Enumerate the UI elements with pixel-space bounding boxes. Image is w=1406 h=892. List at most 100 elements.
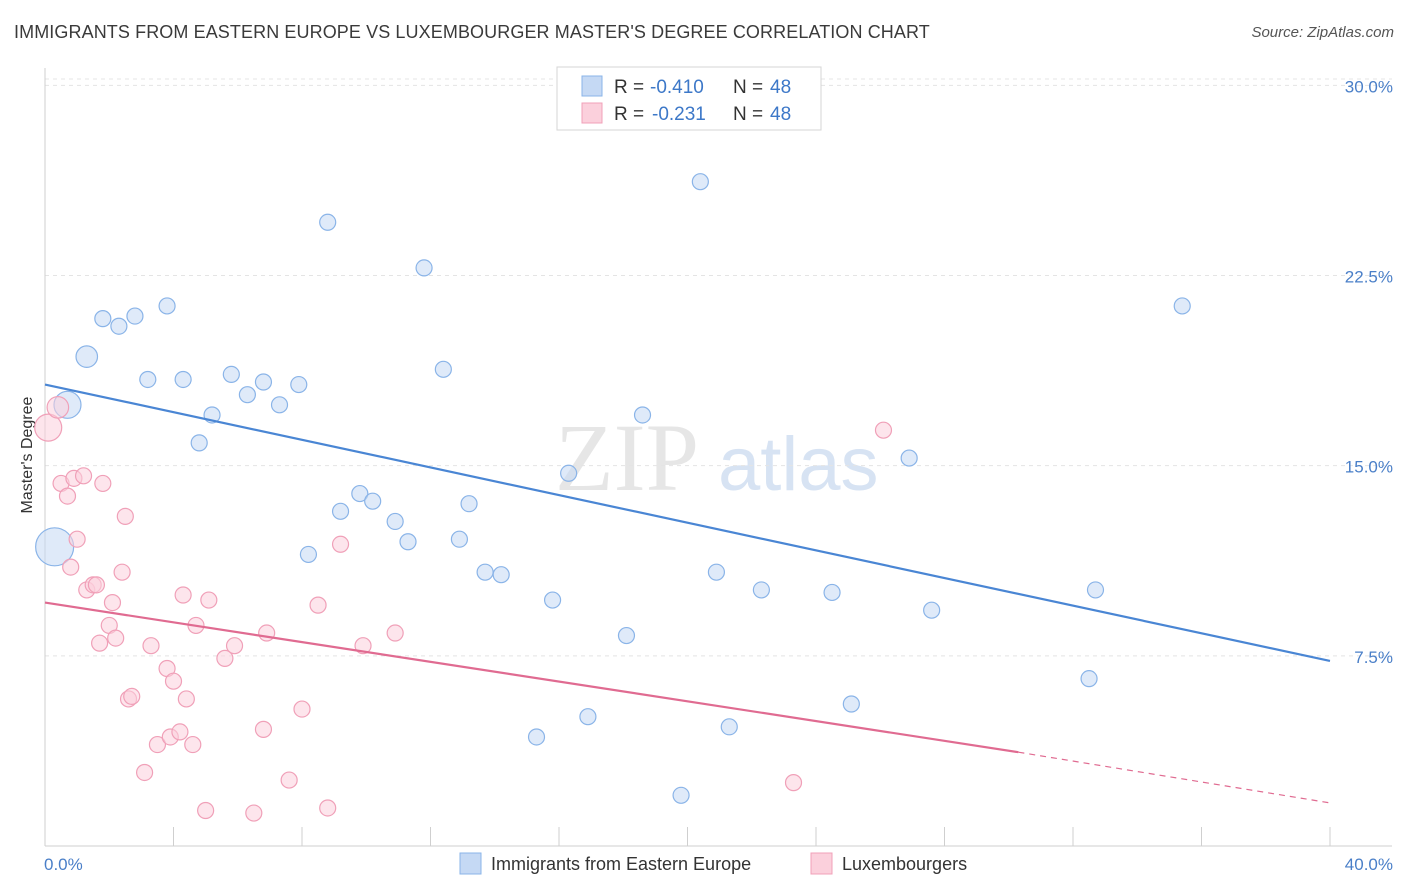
point-eastern-europe xyxy=(579,708,597,726)
point-eastern-europe xyxy=(270,396,289,414)
point-luxembourgers xyxy=(148,735,167,754)
stats-n-value-blue: 48 xyxy=(770,77,791,98)
point-eastern-europe xyxy=(364,492,382,510)
point-luxembourgers xyxy=(171,723,189,741)
y-tick-label: 15.0% xyxy=(1345,458,1393,477)
stats-legend-swatch-pink xyxy=(581,102,603,124)
stats-legend-swatch-blue xyxy=(581,75,603,97)
point-luxembourgers xyxy=(107,629,125,647)
point-eastern-europe xyxy=(190,434,208,452)
point-luxembourgers xyxy=(68,530,86,548)
point-eastern-europe xyxy=(691,173,709,191)
point-eastern-europe xyxy=(560,464,578,482)
point-luxembourgers xyxy=(254,720,273,738)
point-luxembourgers xyxy=(123,687,141,706)
point-luxembourgers xyxy=(94,474,112,493)
x-tick-labels: 0.0% 40.0% xyxy=(44,855,1393,874)
point-eastern-europe xyxy=(617,626,636,645)
y-axis-label: Master's Degree xyxy=(19,396,36,513)
stats-n-label-pink: N = xyxy=(733,104,763,125)
y-tick-label: 7.5% xyxy=(1354,648,1393,667)
point-eastern-europe xyxy=(900,449,918,467)
point-eastern-europe xyxy=(415,259,433,277)
stats-r-label-blue: R = xyxy=(614,77,644,98)
source-credit: Source: ZipAtlas.com xyxy=(1251,24,1394,41)
stats-legend: R = -0.410 N = 48 R = -0.231 N = 48 xyxy=(556,66,822,131)
point-eastern-europe xyxy=(75,345,99,369)
chart-title: IMMIGRANTS FROM EASTERN EUROPE VS LUXEMB… xyxy=(14,22,930,42)
point-eastern-europe xyxy=(110,317,128,335)
point-eastern-europe xyxy=(923,601,941,619)
point-luxembourgers xyxy=(87,576,106,594)
point-eastern-europe xyxy=(238,386,256,404)
point-eastern-europe xyxy=(290,375,308,394)
point-eastern-europe xyxy=(158,297,176,315)
data-points xyxy=(34,89,1191,822)
point-eastern-europe xyxy=(299,545,318,564)
stats-n-value-pink: 48 xyxy=(770,104,791,125)
point-luxembourgers xyxy=(216,649,234,667)
stats-n-label-blue: N = xyxy=(733,77,763,98)
point-luxembourgers xyxy=(91,634,109,652)
point-eastern-europe xyxy=(823,583,841,602)
point-luxembourgers xyxy=(174,586,192,604)
point-eastern-europe xyxy=(842,695,860,713)
point-eastern-europe xyxy=(331,502,350,520)
point-luxembourgers xyxy=(58,487,77,505)
point-luxembourgers xyxy=(245,804,263,822)
trendline-luxembourgers-extension xyxy=(1018,751,1331,804)
point-luxembourgers xyxy=(293,700,311,718)
y-tick-label: 30.0% xyxy=(1345,77,1393,96)
point-luxembourgers xyxy=(197,801,215,820)
watermark-zip: ZIP xyxy=(555,404,699,511)
trendline-eastern-europe xyxy=(44,383,1331,662)
point-luxembourgers xyxy=(319,799,337,817)
point-eastern-europe xyxy=(351,484,369,503)
point-luxembourgers xyxy=(62,558,80,576)
point-luxembourgers xyxy=(103,593,122,612)
point-eastern-europe xyxy=(386,512,404,531)
point-eastern-europe xyxy=(94,310,112,328)
point-luxembourgers xyxy=(46,396,70,419)
axes xyxy=(44,68,1392,847)
y-tick-labels: 7.5% 15.0% 22.5% 30.0% xyxy=(1345,77,1393,666)
point-eastern-europe xyxy=(399,533,417,551)
point-luxembourgers xyxy=(784,774,803,792)
legend-label-luxembourgers: Luxembourgers xyxy=(842,854,967,874)
point-eastern-europe xyxy=(543,591,562,609)
point-eastern-europe xyxy=(1173,297,1191,315)
x-tick-label-max: 40.0% xyxy=(1345,855,1393,874)
point-luxembourgers xyxy=(280,771,298,789)
point-luxembourgers xyxy=(386,624,404,642)
point-luxembourgers xyxy=(34,413,63,442)
legend-swatch-luxembourgers xyxy=(810,852,833,875)
x-tick-label-min: 0.0% xyxy=(44,855,83,874)
point-luxembourgers xyxy=(116,507,134,525)
point-eastern-europe xyxy=(752,581,770,599)
point-eastern-europe xyxy=(707,563,726,581)
legend-swatch-eastern-europe xyxy=(459,852,482,875)
point-luxembourgers xyxy=(74,467,93,485)
trendline-luxembourgers xyxy=(44,601,1019,754)
point-eastern-europe xyxy=(450,530,469,548)
trendlines xyxy=(44,383,1331,804)
point-eastern-europe xyxy=(174,370,192,389)
point-luxembourgers xyxy=(354,637,372,655)
y-tick-label: 22.5% xyxy=(1345,268,1393,287)
stats-r-value-blue: -0.410 xyxy=(650,77,704,98)
point-eastern-europe xyxy=(139,370,157,389)
point-luxembourgers xyxy=(200,591,218,609)
point-eastern-europe xyxy=(254,373,273,391)
point-eastern-europe xyxy=(460,495,478,513)
stats-r-value-pink: -0.231 xyxy=(652,104,706,125)
point-eastern-europe xyxy=(720,718,738,736)
point-eastern-europe xyxy=(319,213,337,231)
point-eastern-europe xyxy=(633,406,652,424)
point-luxembourgers xyxy=(874,421,893,439)
point-luxembourgers xyxy=(135,763,154,782)
point-eastern-europe xyxy=(492,566,510,584)
point-luxembourgers xyxy=(164,672,183,690)
series-legend: Immigrants from Eastern Europe Luxembour… xyxy=(459,852,967,875)
point-luxembourgers xyxy=(184,735,202,754)
